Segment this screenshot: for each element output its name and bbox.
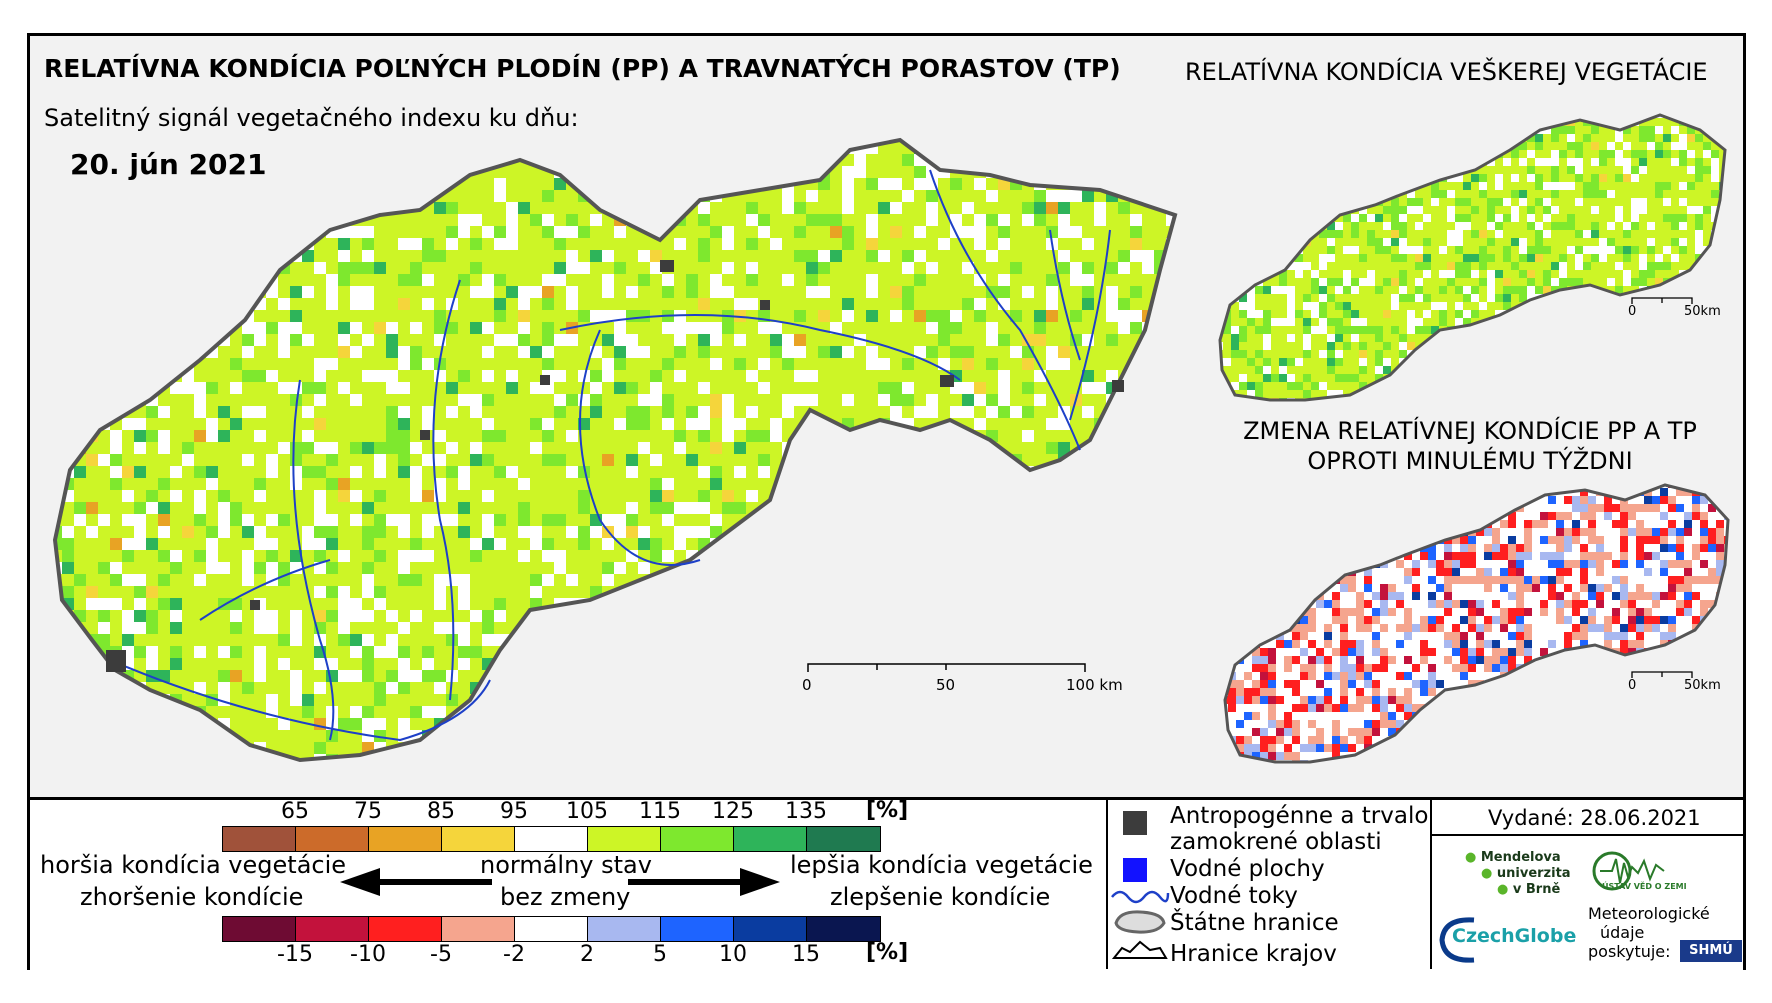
legend-divider-3 xyxy=(1430,834,1743,836)
change-tick-label: 10 xyxy=(719,942,747,967)
date-label: 20. jún 2021 xyxy=(70,148,267,181)
meteo-credit: Meteorologické údaje poskytuje: xyxy=(1588,904,1710,961)
left-arrow-icon xyxy=(340,868,492,896)
main-map xyxy=(53,138,1177,762)
state-borders-label: Štátne hranice xyxy=(1170,910,1339,936)
change-tick-label: -2 xyxy=(503,942,525,967)
condition-swatch-1 xyxy=(296,827,369,851)
small-scale-bot-0: 0 xyxy=(1628,678,1637,693)
change-swatch-6 xyxy=(661,917,734,941)
condition-unit: [%] xyxy=(866,798,909,823)
change-tick-label: 5 xyxy=(653,942,667,967)
change-swatch-1 xyxy=(296,917,369,941)
legend-divider-2 xyxy=(1430,797,1432,969)
main-map-urban-areas xyxy=(106,260,1124,672)
condition-color-ramp xyxy=(222,826,881,852)
water-area-swatch xyxy=(1123,858,1147,882)
small-maps xyxy=(1218,113,1730,764)
right-bottom-title: ZMENA RELATÍVNEJ KONDÍCIE PP A TP OPROTI… xyxy=(1243,417,1697,475)
condition-swatch-0 xyxy=(223,827,296,851)
change-swatch-8 xyxy=(807,917,880,941)
czechglobe-logo-icon xyxy=(1439,917,1475,963)
czechglobe-logo-text: CzechGlobe xyxy=(1452,925,1577,947)
improvement-label: zlepšenie kondície xyxy=(830,883,1051,911)
worse-condition-label: horšia kondícia vegetácie xyxy=(40,851,347,879)
change-tick-label: -15 xyxy=(277,942,313,967)
condition-tick-label: 135 xyxy=(785,799,827,824)
no-change-label: bez zmeny xyxy=(500,883,631,911)
condition-swatch-8 xyxy=(807,827,880,851)
small-scale-top-50: 50km xyxy=(1684,304,1721,319)
condition-tick-label: 105 xyxy=(566,799,608,824)
region-borders-label: Hranice krajov xyxy=(1170,941,1337,967)
condition-tick-label: 65 xyxy=(281,799,309,824)
change-swatch-2 xyxy=(369,917,442,941)
worsening-label: zhoršenie kondície xyxy=(80,883,304,911)
change-swatch-4 xyxy=(515,917,588,941)
condition-tick-label: 125 xyxy=(712,799,754,824)
main-scale-100: 100 km xyxy=(1066,676,1123,694)
condition-swatch-5 xyxy=(588,827,661,851)
water-areas-label: Vodné plochy xyxy=(1170,856,1325,882)
right-arrow-icon xyxy=(628,868,780,896)
state-border-icon xyxy=(1114,910,1166,934)
ustav-logo-text: ÚSTAV VĚD O ZEMI xyxy=(1602,882,1687,891)
condition-swatch-6 xyxy=(661,827,734,851)
change-tick-label: 15 xyxy=(792,942,820,967)
condition-swatch-4 xyxy=(515,827,588,851)
main-title: RELATÍVNA KONDÍCIA POĽNÝCH PLODÍN (PP) A… xyxy=(44,54,1121,83)
condition-tick-label: 75 xyxy=(354,799,382,824)
river-symbol-icon xyxy=(1111,890,1170,904)
better-condition-label: lepšia kondícia vegetácie xyxy=(790,851,1093,879)
anthropogenic-swatch xyxy=(1123,811,1147,835)
change-unit: [%] xyxy=(866,940,909,965)
small-scale-bars xyxy=(1631,297,1693,678)
change-tick-label: -5 xyxy=(430,942,452,967)
issued-date: Vydané: 28.06.2021 xyxy=(1488,806,1701,830)
change-swatch-3 xyxy=(442,917,515,941)
main-scale-50: 50 xyxy=(936,676,956,694)
main-map-rivers xyxy=(109,169,1111,742)
main-scale-0: 0 xyxy=(802,676,812,694)
region-border-icon xyxy=(1111,940,1168,959)
change-tick-label: -10 xyxy=(350,942,386,967)
change-swatch-0 xyxy=(223,917,296,941)
mendel-logo: ● Mendelova ● univerzita ● v Brně xyxy=(1465,850,1571,897)
condition-swatch-2 xyxy=(369,827,442,851)
ustav-logo-icon xyxy=(1592,851,1665,891)
subtitle: Satelitný signál vegetačného indexu ku d… xyxy=(44,104,579,132)
condition-swatch-7 xyxy=(734,827,807,851)
normal-state-label: normálny stav xyxy=(480,851,652,879)
legend-arrows xyxy=(340,868,780,896)
change-swatch-7 xyxy=(734,917,807,941)
condition-tick-label: 85 xyxy=(427,799,455,824)
vegetation-map-pixels xyxy=(1220,115,1725,400)
small-scale-top-0: 0 xyxy=(1628,304,1637,319)
legend-divider-1 xyxy=(1106,797,1108,969)
change-color-ramp xyxy=(222,916,881,942)
shmu-logo: SHMÚ xyxy=(1680,940,1742,962)
change-swatch-5 xyxy=(588,917,661,941)
anthropogenic-label: Antropogénne a trvalo zamokrené oblasti xyxy=(1170,803,1429,855)
condition-tick-label: 95 xyxy=(500,799,528,824)
change-tick-label: 2 xyxy=(580,942,594,967)
main-scale-bar xyxy=(807,663,1086,672)
right-top-title: RELATÍVNA KONDÍCIA VEŠKEREJ VEGETÁCIE xyxy=(1185,58,1708,86)
condition-swatch-3 xyxy=(442,827,515,851)
rivers-label: Vodné toky xyxy=(1170,883,1298,909)
condition-tick-label: 115 xyxy=(639,799,681,824)
small-scale-bot-50: 50km xyxy=(1684,678,1721,693)
